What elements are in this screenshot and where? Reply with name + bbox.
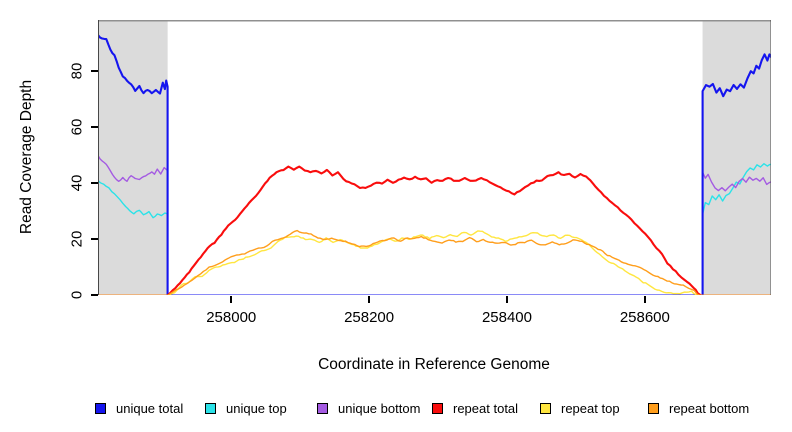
legend-item-repeat-top: repeat top: [540, 398, 620, 418]
x-tick-label: 258200: [344, 309, 395, 326]
series-repeat-top: [97, 229, 771, 295]
legend-swatch: [432, 402, 443, 414]
y-axis-title: Read Coverage Depth: [18, 79, 35, 235]
y-tick: [90, 70, 98, 73]
legend-label: repeat top: [561, 400, 620, 416]
x-tick-label: 258400: [481, 309, 532, 326]
legend-swatch: [317, 402, 328, 414]
y-tick-label: 0: [68, 290, 86, 300]
y-tick-label: 60: [68, 118, 86, 136]
legend-item-repeat-total: repeat total: [432, 398, 518, 418]
legend-item-repeat-bottom: repeat bottom: [648, 398, 749, 418]
legend-label: repeat bottom: [669, 400, 750, 416]
x-tick: [230, 295, 233, 303]
y-tick: [90, 126, 98, 128]
legend: unique total unique top unique bottom repea…: [0, 398, 792, 420]
x-axis-title: Coordinate in Reference Genome: [318, 356, 550, 373]
legend-swatch: [205, 402, 216, 414]
chart-svg: [97, 19, 771, 295]
y-tick-label: 20: [68, 230, 86, 248]
legend-label: unique top: [226, 400, 287, 416]
legend-swatch: [95, 402, 106, 414]
legend-label: unique total: [116, 400, 184, 416]
legend-swatch: [648, 402, 659, 414]
y-tick: [90, 182, 98, 184]
legend-item-unique-total: unique total: [95, 398, 183, 418]
x-tick: [368, 295, 371, 303]
y-tick-label: 40: [68, 174, 86, 192]
shaded-region: [97, 19, 168, 295]
series-repeat-total: [97, 165, 771, 295]
series-repeat-bottom: [97, 229, 771, 295]
y-tick: [90, 238, 98, 240]
legend-item-unique-bottom: unique bottom: [317, 398, 420, 418]
x-tick-label: 258600: [619, 309, 670, 326]
y-tick-label: 80: [68, 62, 86, 80]
legend-label: repeat total: [453, 400, 519, 416]
y-tick: [90, 294, 98, 296]
plot-area: [97, 19, 771, 295]
x-tick-label: 258000: [206, 309, 257, 326]
legend-swatch: [540, 402, 551, 414]
x-tick: [505, 295, 508, 303]
series-unique-total: [97, 33, 771, 295]
legend-label: unique bottom: [338, 400, 421, 416]
legend-item-unique-top: unique top: [205, 398, 287, 418]
x-tick: [643, 295, 646, 303]
